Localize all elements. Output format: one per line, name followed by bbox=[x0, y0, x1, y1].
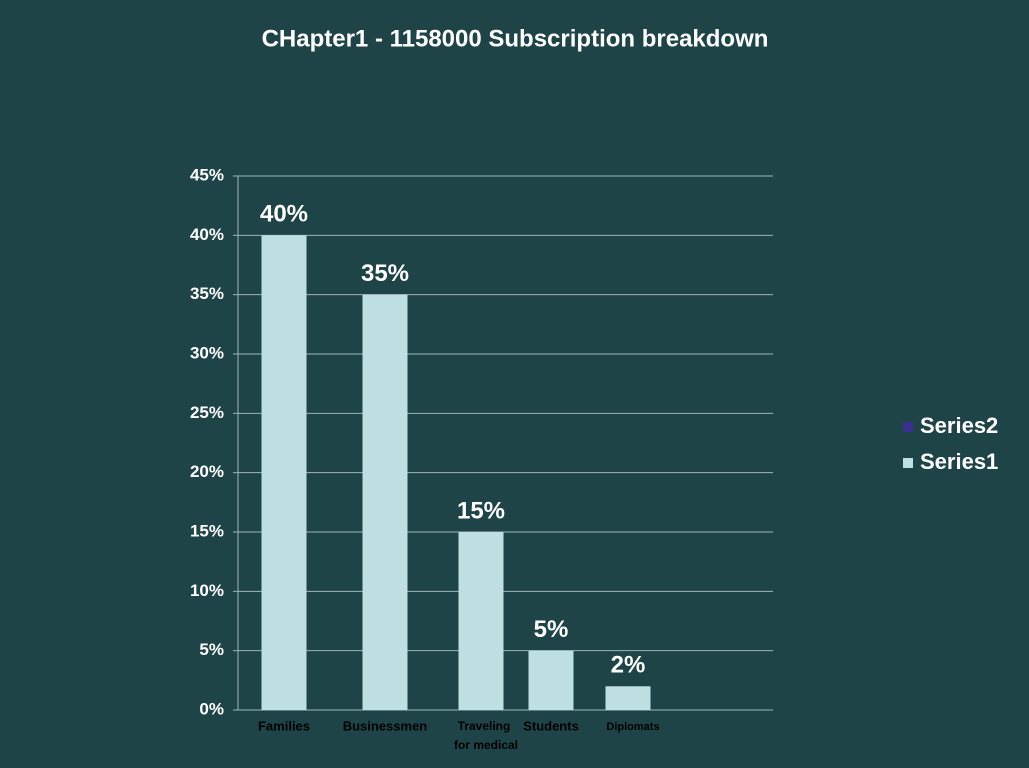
x-tick-label: Traveling for medical bbox=[454, 719, 518, 752]
y-tick-label: 30% bbox=[190, 343, 224, 362]
bar bbox=[528, 650, 574, 710]
x-tick-line: for medical bbox=[454, 738, 518, 752]
y-tick-label: 10% bbox=[190, 581, 224, 600]
x-tick-label: Families bbox=[258, 718, 310, 733]
legend-swatch bbox=[903, 458, 913, 468]
legend-swatch bbox=[903, 422, 913, 432]
data-label: 40% bbox=[260, 201, 308, 228]
x-tick-label: Students bbox=[523, 718, 579, 733]
bar bbox=[362, 294, 408, 710]
x-tick-label: Businessmen bbox=[343, 718, 428, 733]
data-label: 15% bbox=[457, 497, 505, 524]
legend-label: Series1 bbox=[920, 449, 998, 474]
y-tick-label: 40% bbox=[190, 225, 224, 244]
y-tick-label: 0% bbox=[199, 699, 224, 718]
bar bbox=[605, 686, 651, 710]
bar bbox=[458, 532, 504, 710]
data-label: 2% bbox=[611, 652, 646, 679]
y-tick-label: 20% bbox=[190, 462, 224, 481]
y-tick-label: 35% bbox=[190, 284, 224, 303]
y-tick-label: 25% bbox=[190, 403, 224, 422]
y-tick-label: 45% bbox=[190, 165, 224, 184]
y-tick-label: 5% bbox=[199, 640, 224, 659]
chart-title: CHapter1 - 1158000 Subscription breakdow… bbox=[262, 25, 769, 52]
x-tick-line: Traveling bbox=[458, 719, 511, 733]
x-tick-label: Diplomats bbox=[606, 721, 659, 733]
bar bbox=[261, 235, 307, 711]
y-tick-label: 15% bbox=[190, 521, 224, 540]
legend-label: Series2 bbox=[920, 413, 998, 438]
data-label: 35% bbox=[361, 260, 409, 287]
data-label: 5% bbox=[534, 616, 569, 643]
